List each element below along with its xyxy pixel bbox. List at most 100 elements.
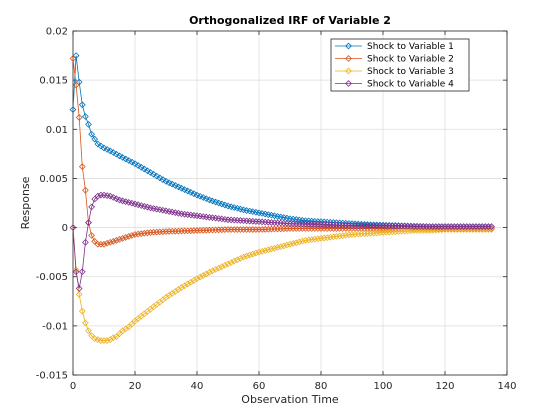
data-point (419, 223, 427, 230)
series-3 (69, 224, 495, 344)
data-point (469, 223, 477, 230)
data-point (438, 223, 446, 230)
data-point (292, 239, 300, 247)
data-point (187, 189, 195, 196)
data-point (432, 223, 440, 230)
data-point (94, 240, 102, 248)
data-point (240, 253, 247, 261)
data-point (162, 178, 170, 185)
data-point (314, 225, 322, 232)
data-point (379, 229, 387, 236)
data-point (230, 257, 238, 265)
data-point (184, 280, 192, 288)
data-point (317, 225, 325, 232)
data-point (75, 285, 83, 292)
data-point (348, 231, 356, 238)
data-point (426, 227, 433, 234)
data-point (277, 225, 285, 233)
data-point (373, 229, 381, 237)
data-point (373, 222, 381, 229)
data-point (165, 179, 173, 187)
data-point (410, 223, 418, 230)
legend-swatch-marker (345, 42, 352, 50)
data-point (82, 113, 89, 120)
data-point (230, 226, 238, 233)
data-point (271, 225, 278, 233)
y-tick-label: -0.005 (36, 272, 68, 283)
y-tick-label: 0.015 (39, 76, 68, 87)
data-point (429, 226, 436, 234)
data-point (364, 222, 371, 229)
data-point (299, 237, 306, 245)
data-point (94, 140, 102, 148)
data-point (488, 223, 495, 230)
data-point (181, 282, 188, 290)
data-point (221, 226, 229, 234)
data-point (283, 225, 291, 233)
data-point (187, 278, 195, 286)
data-point (311, 235, 319, 243)
x-tick-label: 120 (435, 381, 454, 392)
data-point (246, 251, 254, 259)
data-point (196, 273, 204, 281)
data-point (125, 157, 133, 164)
data-point (280, 225, 288, 233)
data-point (416, 223, 424, 230)
data-point (218, 226, 226, 234)
data-point (385, 228, 393, 236)
data-point (75, 114, 83, 121)
data-point (261, 225, 269, 233)
data-point (354, 230, 362, 238)
data-point (137, 163, 145, 171)
data-point (404, 227, 412, 235)
legend: Shock to Variable 1 Shock to Variable 2 Sh… (330, 38, 470, 92)
plot-area (72, 30, 508, 376)
data-point (302, 225, 309, 232)
data-point (109, 334, 117, 342)
data-point (206, 269, 213, 276)
data-point (317, 235, 325, 242)
data-point (472, 223, 480, 230)
data-point (258, 226, 266, 233)
data-point (206, 226, 213, 234)
data-point (193, 227, 201, 234)
data-point (305, 225, 312, 232)
data-point (119, 154, 126, 161)
data-point (357, 230, 365, 238)
data-point (429, 223, 436, 230)
data-point (131, 231, 139, 238)
data-point (199, 272, 207, 279)
data-point (233, 226, 241, 233)
data-point (224, 260, 232, 268)
data-point (280, 242, 288, 250)
data-point (342, 231, 350, 239)
data-point (187, 227, 195, 235)
data-point (175, 227, 182, 235)
data-point (134, 162, 142, 169)
data-point (140, 229, 148, 237)
data-point (212, 226, 219, 234)
data-point (320, 234, 328, 242)
data-point (354, 222, 362, 229)
data-point (78, 163, 86, 170)
data-point (85, 327, 92, 335)
data-point (171, 227, 179, 235)
data-point (286, 225, 294, 232)
data-point (159, 228, 167, 236)
data-point (202, 270, 210, 278)
data-point (128, 232, 136, 239)
data-point (454, 223, 461, 230)
data-point (330, 225, 337, 232)
data-point (475, 223, 483, 230)
data-point (233, 256, 241, 264)
data-point (423, 223, 430, 230)
data-point (184, 187, 192, 195)
data-point (78, 268, 86, 276)
data-point (289, 225, 297, 232)
x-tick-label: 60 (253, 381, 266, 392)
data-point (215, 264, 223, 272)
data-point (106, 238, 114, 246)
data-point (69, 55, 77, 62)
